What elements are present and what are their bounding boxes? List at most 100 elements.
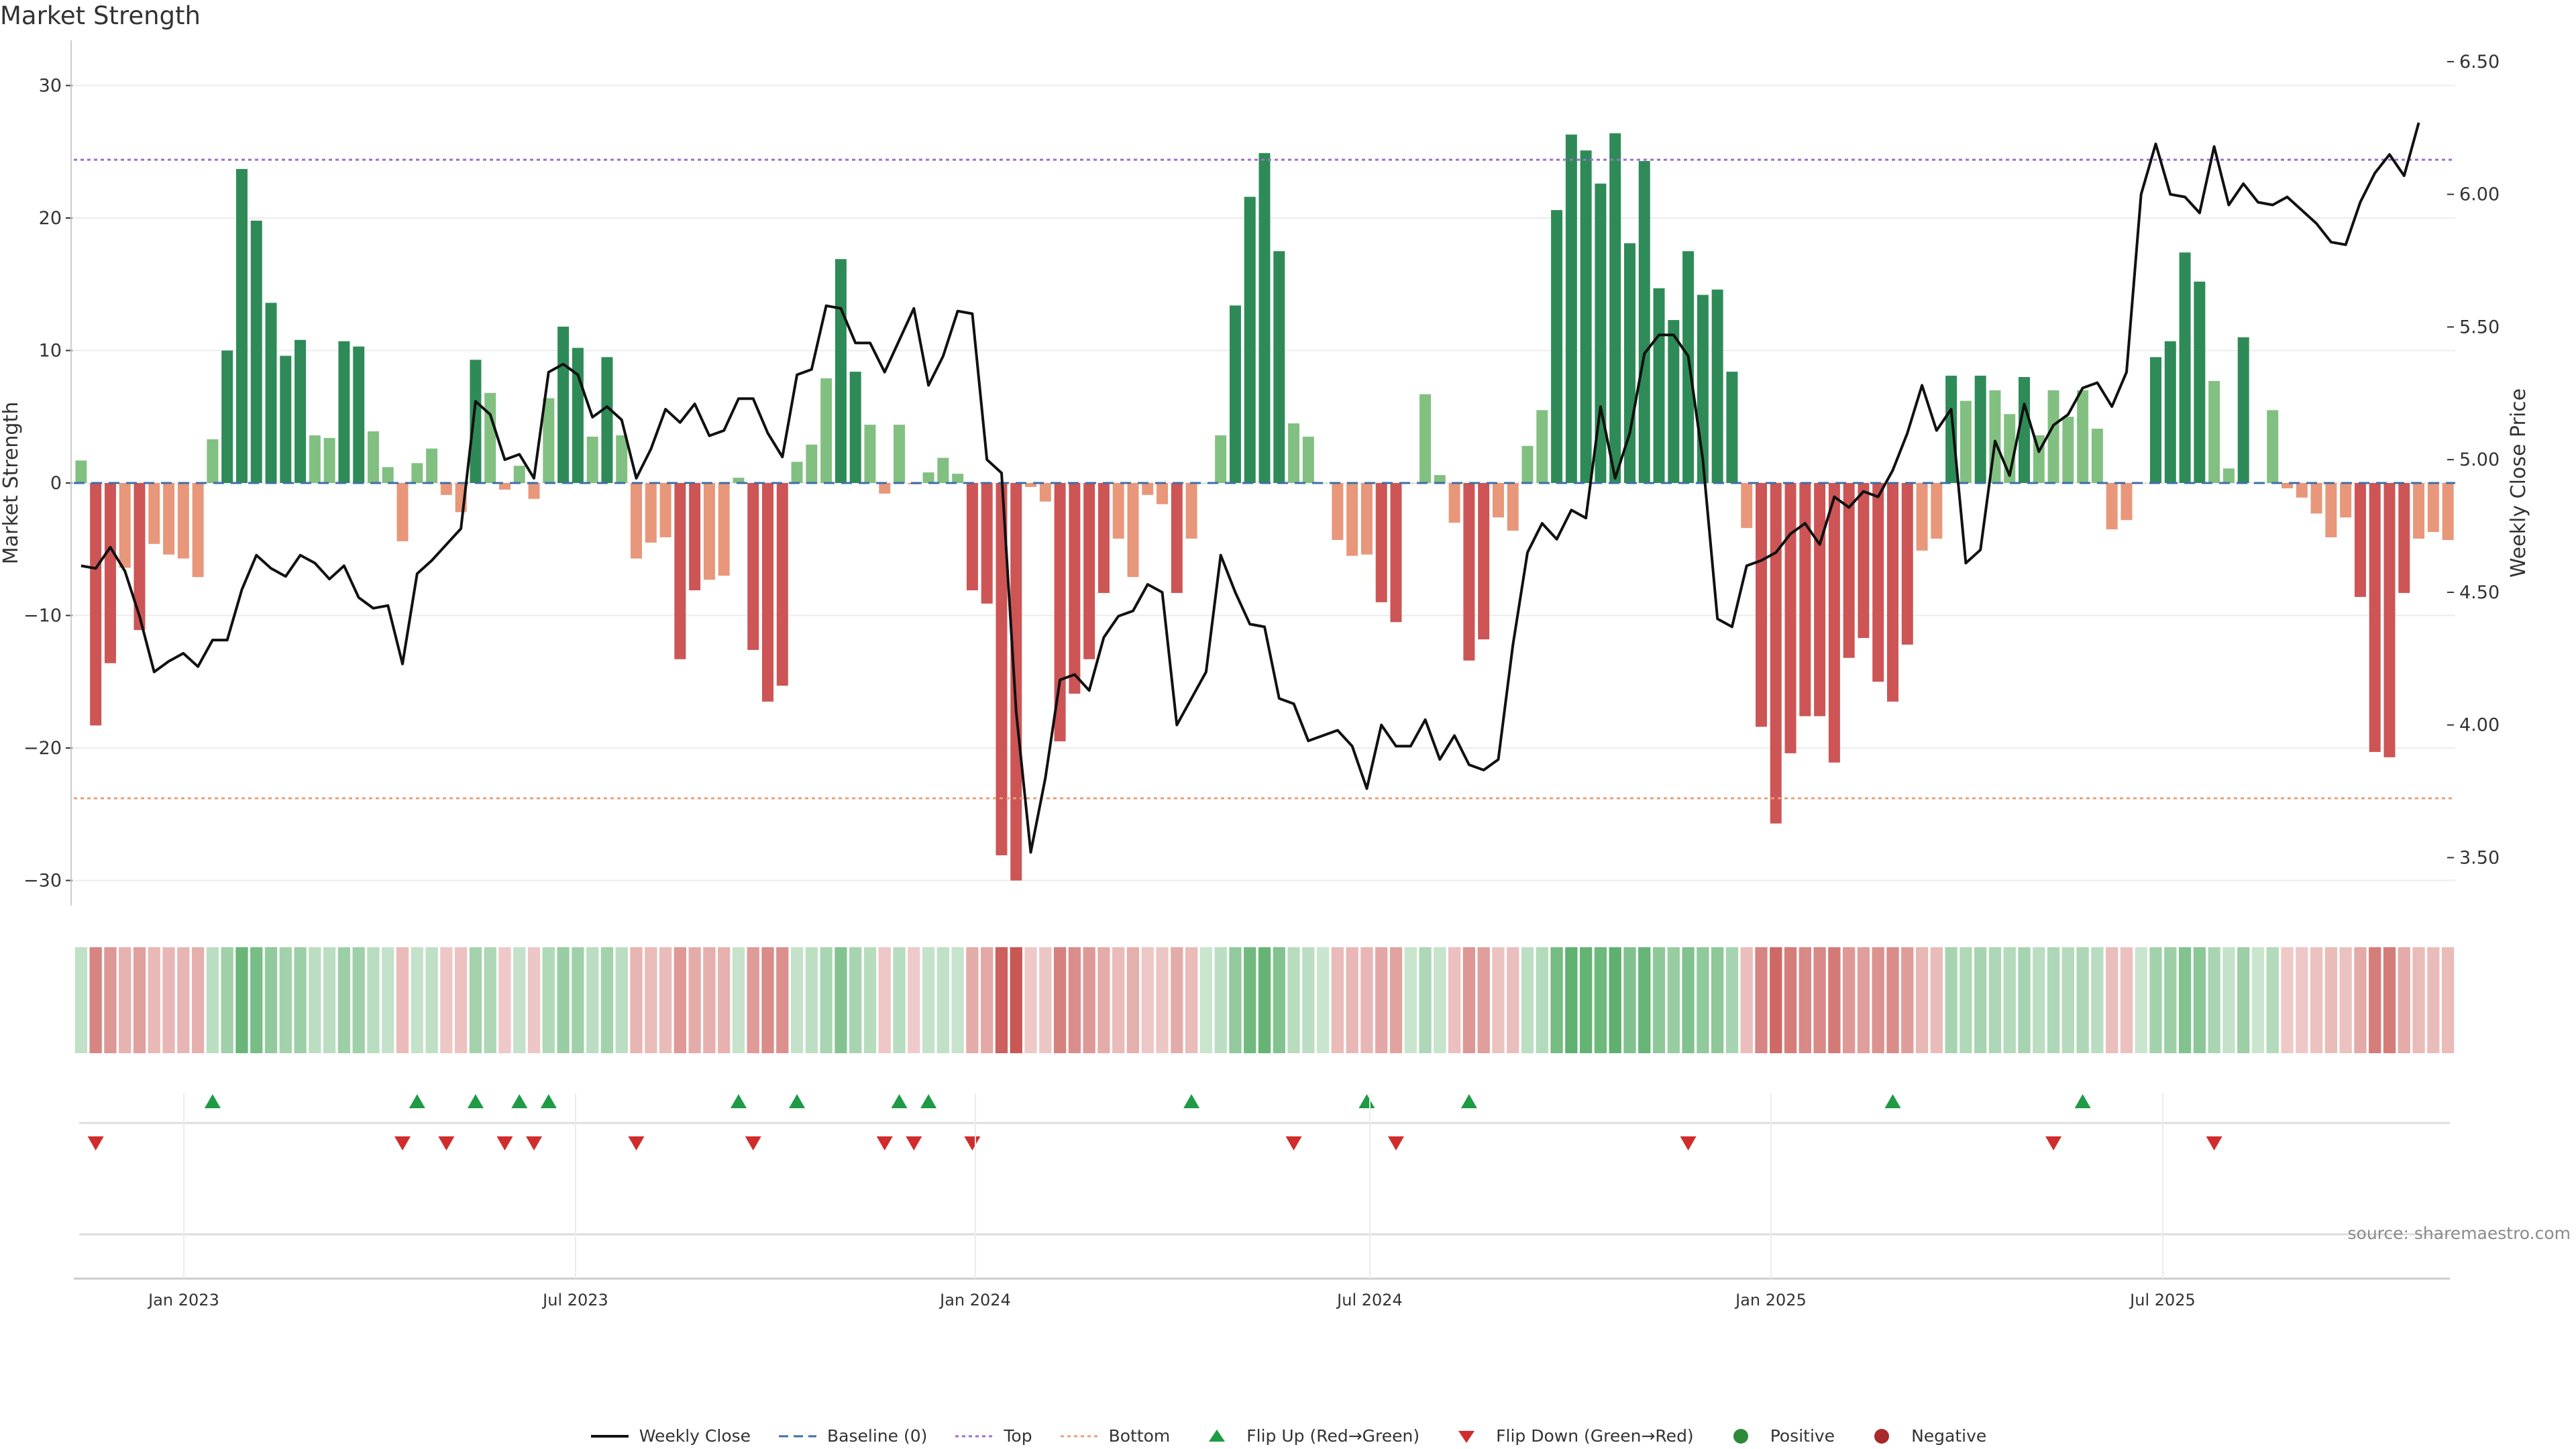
heat-cell <box>1740 947 1753 1053</box>
heat-cell <box>1725 947 1739 1053</box>
heat-cell <box>162 947 175 1053</box>
heat-cell <box>1521 947 1534 1053</box>
heat-cell <box>2339 947 2352 1053</box>
strength-bar <box>937 458 949 483</box>
heat-cell <box>382 947 394 1053</box>
legend-label: Bottom <box>1108 1426 1171 1446</box>
heat-cell <box>1053 947 1067 1053</box>
flip_up-legend-icon <box>1209 1429 1226 1442</box>
strength-bar <box>367 431 379 483</box>
strength-bar <box>1039 483 1051 502</box>
strength-bar <box>631 483 642 559</box>
strength-bar <box>2150 357 2162 483</box>
strength-bar <box>2222 468 2235 483</box>
strength-bar <box>2296 483 2308 498</box>
heat-cell <box>294 947 307 1053</box>
heat-cell <box>1244 947 1256 1053</box>
flip-markers <box>79 1094 2450 1236</box>
heat-cell <box>1565 947 1578 1053</box>
legend-item-flip_up: Flip Up (Red→Green) <box>1197 1426 1419 1446</box>
heat-cell <box>1199 947 1213 1053</box>
strength-bar <box>1931 483 1943 539</box>
heat-cell <box>323 947 336 1053</box>
strength-bar <box>879 483 891 494</box>
heat-cell <box>1010 947 1022 1053</box>
heat-cell <box>2281 947 2294 1053</box>
flip-down-marker <box>1285 1136 1302 1150</box>
heat-cell <box>1302 947 1315 1053</box>
strength-bar <box>1142 483 1154 495</box>
y-tick-label: 20 <box>39 208 62 229</box>
strength-bar <box>791 462 803 483</box>
strength-bar <box>1288 423 1300 483</box>
heat-cell <box>1536 947 1548 1053</box>
heat-cell <box>2120 947 2133 1053</box>
heat-cell <box>191 947 205 1053</box>
strength-bar <box>601 357 613 483</box>
heat-cell <box>440 947 453 1053</box>
heat-cell <box>776 947 789 1053</box>
flip-up-marker <box>540 1094 557 1108</box>
heat-cell <box>2398 947 2410 1053</box>
strength-bar <box>1317 483 1329 484</box>
heat-cell <box>1287 947 1300 1053</box>
strength-bar <box>1097 483 1110 593</box>
flip-down-marker <box>906 1136 922 1150</box>
y2-tick-label: 6.50 <box>2459 52 2500 72</box>
flip-down-marker <box>745 1136 761 1150</box>
heat-cell <box>1448 947 1461 1053</box>
heat-cell <box>1229 947 1242 1053</box>
heat-cell <box>1156 947 1169 1053</box>
strength-bar <box>747 483 759 650</box>
heat-cell <box>1477 947 1490 1053</box>
strength-bar <box>1083 483 1095 659</box>
heat-cell <box>411 947 423 1053</box>
y2-tick-label: 6.00 <box>2459 184 2500 205</box>
strength-bar <box>1302 436 1314 483</box>
strength-bar <box>2442 483 2454 540</box>
strength-bar <box>806 444 818 483</box>
heat-cell <box>1112 947 1125 1053</box>
strength-bar <box>513 466 525 483</box>
heat-cell <box>1872 947 1884 1053</box>
strength-bars <box>75 133 2454 881</box>
x-tick-label: Jan 2025 <box>1734 1291 1807 1309</box>
strength-bar <box>1858 483 1870 639</box>
heat-cell <box>74 947 88 1053</box>
heat-cell <box>1930 947 1943 1053</box>
strength-bar <box>1478 483 1490 640</box>
heat-cell <box>1813 947 1826 1053</box>
strength-bar <box>2237 337 2249 483</box>
strength-bar <box>2413 483 2425 539</box>
heat-cell <box>221 947 233 1053</box>
heat-cell <box>2412 947 2425 1053</box>
strength-bar <box>498 483 511 490</box>
strength-bar <box>2091 429 2103 483</box>
heat-cell <box>455 947 468 1053</box>
strength-bar <box>776 483 788 686</box>
y-tick-label: −30 <box>23 871 62 892</box>
legend-swatch <box>1874 1428 1890 1444</box>
legend-item-close: Weekly Close <box>590 1426 751 1446</box>
y-tick-label: 10 <box>39 341 62 362</box>
bottom-legend-icon <box>1060 1435 1098 1437</box>
heat-cell <box>936 947 950 1053</box>
heat-cell <box>1960 947 1972 1053</box>
strength-bar <box>484 392 496 483</box>
heat-cell <box>1770 947 1782 1053</box>
flip-up-marker <box>204 1094 221 1108</box>
strength-bar <box>645 483 657 543</box>
heat-cell <box>1068 947 1081 1053</box>
flip-up-marker <box>467 1094 484 1108</box>
legend: Weekly Close Baseline (0) Top Bottom Flip Up… <box>0 1426 2576 1446</box>
heat-cell <box>1667 947 1680 1053</box>
legend-label: Top <box>1004 1426 1032 1446</box>
legend-item-baseline: Baseline (0) <box>777 1426 927 1446</box>
flip-down-marker <box>2045 1136 2062 1150</box>
heat-cell <box>206 947 219 1053</box>
strength-bar <box>235 168 248 484</box>
strength-bar <box>659 483 672 537</box>
heat-cell <box>849 947 862 1053</box>
heat-cell <box>264 947 278 1053</box>
